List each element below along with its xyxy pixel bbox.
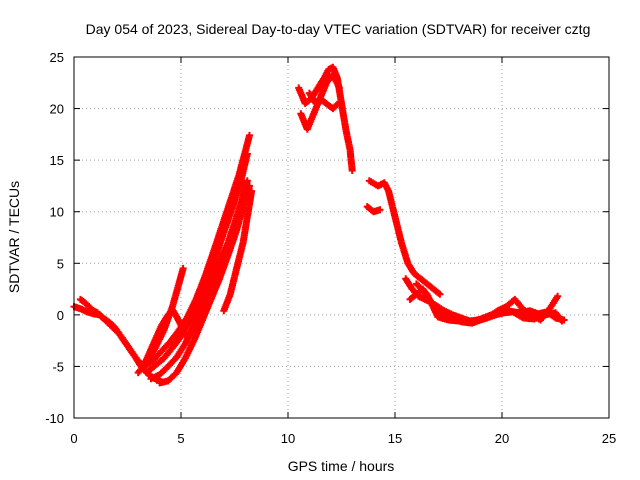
- y-tick-label: 0: [57, 308, 64, 323]
- x-tick-label: 10: [281, 431, 295, 446]
- grid-lines: [74, 57, 609, 418]
- plot-frame: [73, 56, 610, 419]
- x-tick-label: 15: [388, 431, 402, 446]
- y-tick-label: 10: [50, 205, 64, 220]
- data-points: [70, 63, 568, 387]
- x-tick-label: 5: [177, 431, 184, 446]
- y-tick-label: -10: [45, 411, 64, 426]
- x-tick-label: 0: [70, 431, 77, 446]
- data-point-arc-m: [436, 290, 444, 298]
- chart-title: Day 054 of 2023, Sidereal Day-to-day VTE…: [86, 21, 591, 37]
- data-point-arc-q: [558, 317, 566, 325]
- data-point-arc-d: [243, 150, 251, 158]
- y-tick-label: 20: [50, 102, 64, 117]
- data-point-arc-j: [348, 167, 356, 174]
- data-point-arc-i: [248, 187, 256, 195]
- y-tick-label: 15: [50, 153, 64, 168]
- data-point-arc-f: [246, 182, 253, 190]
- y-tick-label: -5: [52, 359, 64, 374]
- data-point-arc-h: [179, 264, 187, 272]
- data-point-arc-n: [376, 206, 384, 214]
- y-tick-label: 5: [57, 256, 64, 271]
- axis-ticks: 0 5 10 15 20 25 -10 -5 0 5 10 15 20 25: [45, 50, 616, 446]
- data-point-arc-l: [333, 100, 341, 108]
- x-tick-label: 25: [602, 431, 616, 446]
- y-axis-label: SDTVAR / TECUs: [6, 181, 22, 293]
- data-point-arc-e: [243, 177, 251, 185]
- data-point-arc-c: [246, 131, 253, 139]
- x-axis-label: GPS time / hours: [288, 458, 395, 474]
- data-point-arc-k: [335, 84, 343, 92]
- x-tick-label: 20: [495, 431, 509, 446]
- data-point-arc-g: [181, 332, 189, 339]
- y-tick-label: 25: [50, 50, 64, 65]
- data-point-arc-p: [554, 292, 562, 300]
